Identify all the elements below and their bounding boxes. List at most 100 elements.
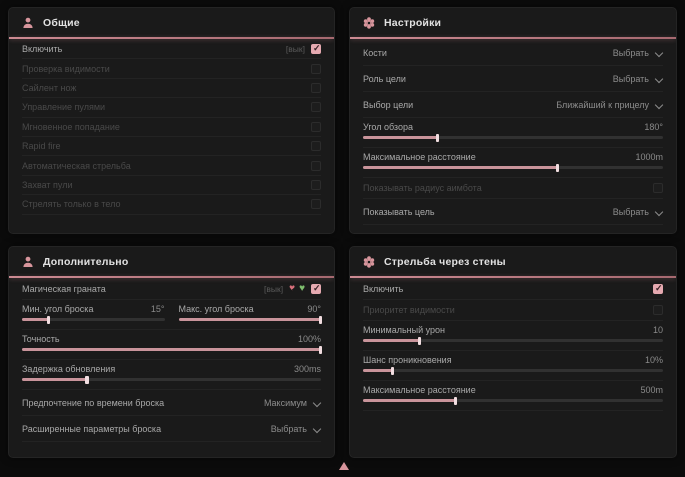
checkbox[interactable]	[311, 63, 321, 74]
dropdown-throw-time-pref[interactable]: Предпочтение по времени броска Максимум	[22, 390, 321, 416]
row-label: Минимальный урон	[363, 325, 446, 335]
dropdown-advanced-throw-params[interactable]: Расширенные параметры броска Выбрать	[22, 416, 321, 442]
slider-track[interactable]	[363, 396, 663, 405]
scroll-up-indicator-icon[interactable]	[339, 462, 349, 470]
slider-value: 90°	[307, 304, 321, 314]
checkbox[interactable]	[311, 102, 321, 113]
checkbox[interactable]	[311, 141, 321, 152]
dropdown-value: Выбрать	[612, 73, 649, 84]
checkbox[interactable]	[311, 43, 321, 55]
dropdown-target-select[interactable]: Выбор цели Ближайший к прицелу	[363, 92, 663, 118]
row-show-aim-radius[interactable]: Показывать радиус аимбота	[363, 178, 663, 199]
slider-thumb[interactable]	[318, 315, 322, 324]
slider-track[interactable]	[178, 315, 322, 324]
row-label: Максимальное расстояние	[363, 385, 476, 395]
checkbox[interactable]	[653, 305, 663, 315]
row-bullet-capture[interactable]: Захват пули	[22, 176, 321, 196]
row-label: Управление пулями	[22, 102, 106, 113]
checkbox[interactable]	[311, 82, 321, 93]
panel-additional: Дополнительно Магическая граната [вык] ♥…	[8, 246, 335, 458]
dropdown-value: Выбрать	[612, 206, 649, 217]
slider-track[interactable]	[22, 375, 321, 384]
row-label: Мин. угол броска	[22, 304, 94, 314]
row-label: Роль цели	[363, 73, 406, 84]
row-label: Точность	[22, 334, 60, 344]
slider-thumb[interactable]	[453, 396, 457, 405]
row-label: Кости	[363, 47, 387, 58]
checkbox[interactable]	[311, 160, 321, 171]
dropdown-show-target[interactable]: Показывать цель Выбрать	[363, 199, 663, 225]
row-label: Выбор цели	[363, 99, 414, 110]
panel-settings-header: Настройки	[350, 8, 676, 37]
row-label: Предпочтение по времени броска	[22, 397, 165, 408]
slider-track[interactable]	[22, 345, 322, 354]
row-label: Расширенные параметры броска	[22, 423, 162, 434]
slider-track[interactable]	[363, 163, 663, 172]
slider-track[interactable]	[22, 315, 165, 324]
row-magic-grenade[interactable]: Магическая граната [вык] ♥ ♥	[22, 279, 321, 300]
row-label: Угол обзора	[363, 122, 413, 132]
slider-thumb[interactable]	[46, 315, 51, 324]
panel-title: Дополнительно	[43, 255, 129, 268]
panel-accent-line	[9, 276, 334, 278]
slider-thumb[interactable]	[435, 133, 439, 142]
panel-accent-line	[9, 37, 334, 39]
dropdown-value: Максимум	[263, 397, 307, 408]
panel-general-header: Общие	[9, 8, 334, 37]
slider-value: 10	[652, 325, 663, 335]
row-label: Макс. угол броска	[178, 304, 254, 314]
row-enable[interactable]: Включить [вык]	[22, 40, 321, 60]
gear-icon	[363, 255, 375, 268]
checkbox[interactable]	[311, 283, 321, 294]
checkbox[interactable]	[311, 179, 321, 190]
row-label: Автоматическая стрельба	[22, 160, 131, 171]
row-visibility-check[interactable]: Проверка видимости	[22, 59, 321, 79]
row-bullet-control[interactable]: Управление пулями	[22, 98, 321, 118]
panel-title: Стрельба через стены	[384, 255, 506, 268]
slider-thumb[interactable]	[555, 163, 559, 172]
row-rapid-fire[interactable]: Rapid fire	[22, 137, 321, 157]
row-label: Включить	[22, 44, 63, 55]
gear-icon	[363, 16, 375, 29]
heart-broken-icon[interactable]: ♥	[289, 283, 296, 294]
heart-icon[interactable]: ♥	[299, 283, 305, 294]
slider-accuracy: Точность 100%	[22, 330, 322, 360]
row-visibility-priority[interactable]: Приоритет видимости	[363, 300, 663, 321]
checkbox[interactable]	[311, 121, 321, 132]
row-silent-knife[interactable]: Сайлент нож	[22, 79, 321, 99]
dropdown-target-role[interactable]: Роль цели Выбрать	[363, 66, 663, 92]
row-label: Приоритет видимости	[363, 305, 455, 315]
checkbox[interactable]	[653, 283, 663, 294]
panel-accent-line	[350, 276, 676, 278]
slider-value: 300ms	[293, 364, 321, 374]
dropdown-value: Выбрать	[270, 423, 307, 434]
row-label: Задержка обновления	[22, 364, 116, 374]
panel-general: Общие Включить [вык] Проверка видимости …	[8, 7, 335, 234]
row-enable[interactable]: Включить	[363, 279, 663, 300]
chevron-down-icon	[314, 398, 321, 405]
row-body-only[interactable]: Стрелять только в тело	[22, 195, 321, 215]
panel-accent-line	[350, 37, 676, 39]
menu-grid: Общие Включить [вык] Проверка видимости …	[0, 0, 685, 458]
slider-thumb[interactable]	[318, 345, 322, 354]
row-label: Показывать цель	[363, 206, 435, 217]
checkbox[interactable]	[311, 199, 321, 210]
slider-penetration-chance: Шанс проникновения 10%	[363, 351, 663, 381]
slider-thumb[interactable]	[390, 366, 394, 375]
slider-thumb[interactable]	[85, 375, 89, 384]
dropdown-bones[interactable]: Кости Выбрать	[363, 40, 663, 66]
checkbox[interactable]	[653, 183, 663, 193]
row-label: Шанс проникновения	[363, 355, 452, 365]
row-instant-hit[interactable]: Мгновенное попадание	[22, 118, 321, 137]
slider-track[interactable]	[363, 366, 663, 375]
slider-max-throw-angle: Макс. угол броска 90°	[178, 304, 322, 324]
slider-value: 15°	[150, 304, 165, 314]
slider-track[interactable]	[363, 336, 663, 345]
row-auto-fire[interactable]: Автоматическая стрельба	[22, 156, 321, 176]
slider-max-distance: Максимальное расстояние 500m	[363, 381, 663, 411]
slider-pair-throw-angle: Мин. угол броска 15° Макс. угол броска 9…	[22, 300, 322, 330]
slider-track[interactable]	[363, 133, 663, 142]
chevron-down-icon	[656, 207, 663, 214]
panel-additional-header: Дополнительно	[9, 247, 334, 276]
slider-thumb[interactable]	[417, 336, 421, 345]
